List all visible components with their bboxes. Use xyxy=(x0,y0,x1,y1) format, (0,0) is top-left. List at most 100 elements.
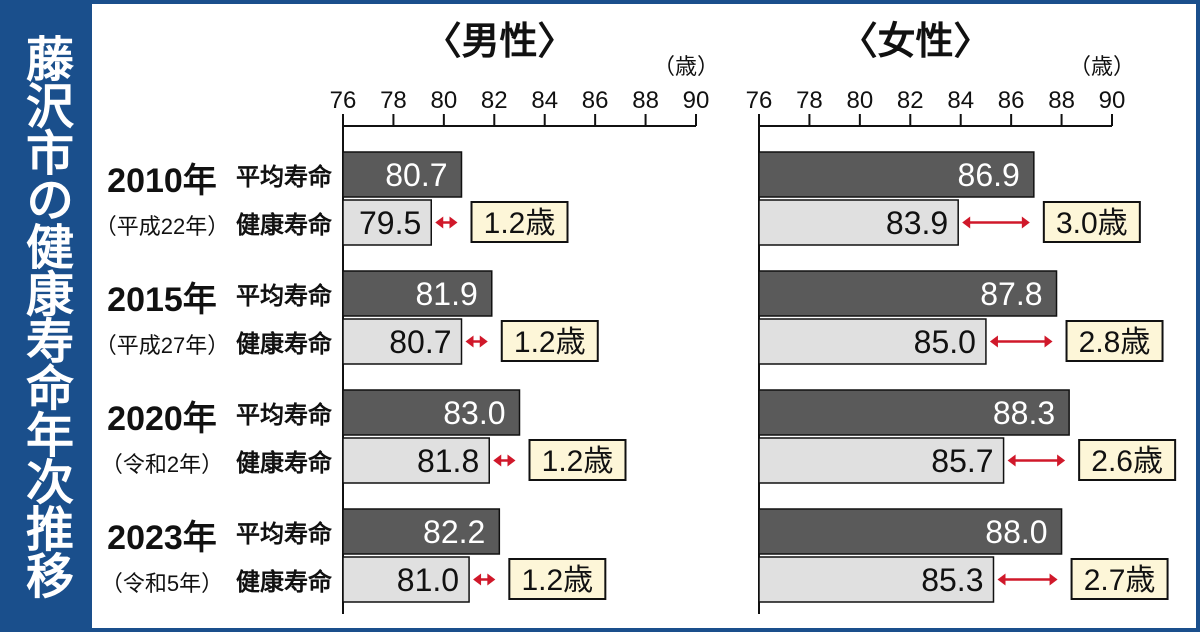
difference-box xyxy=(1078,439,1177,481)
x-tick-label: 82 xyxy=(897,87,924,114)
difference-value: 2.6歳 xyxy=(1091,445,1163,478)
bar-average xyxy=(758,389,1070,436)
difference-arrow-head-left xyxy=(962,216,971,229)
x-tick-label: 80 xyxy=(431,87,458,114)
bar-average xyxy=(342,151,463,198)
series-label-healthy: 健康寿命 xyxy=(236,211,333,239)
difference-value: 2.7歳 xyxy=(1084,564,1156,597)
series-label-healthy: 健康寿命 xyxy=(236,330,333,358)
x-tick-label: 84 xyxy=(531,87,558,114)
category-year-label: 2023年 xyxy=(107,519,217,557)
difference-box xyxy=(500,320,599,362)
x-tick-label: 90 xyxy=(1099,87,1126,114)
bar-healthy xyxy=(758,199,959,246)
difference-box xyxy=(1065,320,1164,362)
x-tick-label: 78 xyxy=(380,87,407,114)
category-year-label: 2015年 xyxy=(107,281,217,319)
series-label-average: 平均寿命 xyxy=(236,282,333,310)
difference-box xyxy=(528,439,627,481)
x-tick-label: 76 xyxy=(746,87,773,114)
bar-healthy xyxy=(342,556,470,603)
x-tick-label: 86 xyxy=(582,87,609,114)
bar-healthy xyxy=(758,556,995,603)
bar-healthy xyxy=(342,199,432,246)
difference-value: 3.0歳 xyxy=(1056,207,1128,240)
bar-average-value: 83.0 xyxy=(443,395,505,431)
bar-average-value: 88.3 xyxy=(993,395,1055,431)
difference-arrow-head-left xyxy=(1007,454,1016,467)
difference-box xyxy=(1042,201,1141,243)
difference-value: 2.8歳 xyxy=(1079,326,1151,359)
category-era-label: （平成22年） xyxy=(95,214,229,239)
bar-healthy xyxy=(342,318,463,365)
difference-value: 1.2歳 xyxy=(514,326,586,359)
difference-arrow-head-left xyxy=(473,573,482,586)
category-era-label: （令和5年） xyxy=(101,571,223,596)
x-tick-label: 80 xyxy=(847,87,874,114)
bar-average-value: 80.7 xyxy=(385,157,447,193)
bar-average-value: 87.8 xyxy=(980,276,1042,312)
difference-arrow-head-left xyxy=(435,216,444,229)
bar-healthy-value: 80.7 xyxy=(389,324,451,360)
chart-title-vertical: 藤沢市の健康寿命年次推移 xyxy=(0,0,90,632)
unit-label: （歳） xyxy=(653,54,719,79)
category-year-label: 2020年 xyxy=(107,400,217,438)
bar-average xyxy=(758,270,1058,317)
bar-healthy-value: 85.3 xyxy=(921,562,983,598)
x-tick-label: 78 xyxy=(796,87,823,114)
category-era-label: （令和2年） xyxy=(101,452,223,477)
bar-healthy-value: 81.8 xyxy=(417,443,479,479)
bar-average xyxy=(342,508,501,555)
difference-arrow-head-right xyxy=(487,573,496,586)
bar-healthy-value: 79.5 xyxy=(359,205,421,241)
x-tick-label: 88 xyxy=(632,87,659,114)
x-tick-label: 82 xyxy=(481,87,508,114)
difference-arrow-head-left xyxy=(997,573,1006,586)
panel-title: 〈女性〉 xyxy=(839,20,991,63)
series-label-healthy: 健康寿命 xyxy=(236,568,333,596)
bar-average-value: 88.0 xyxy=(985,514,1047,550)
bar-average xyxy=(342,270,493,317)
bar-healthy-value: 85.7 xyxy=(931,443,993,479)
category-era-label: （平成27年） xyxy=(95,333,229,358)
difference-arrow-head-right xyxy=(449,216,458,229)
bar-healthy-value: 85.0 xyxy=(914,324,976,360)
bar-healthy-value: 81.0 xyxy=(397,562,459,598)
bar-average-value: 86.9 xyxy=(958,157,1020,193)
x-tick-label: 84 xyxy=(947,87,974,114)
difference-box xyxy=(1070,558,1169,600)
difference-value: 1.2歳 xyxy=(484,207,556,240)
x-tick-label: 90 xyxy=(683,87,710,114)
bar-average xyxy=(758,151,1035,198)
bar-average xyxy=(342,389,521,436)
bar-average xyxy=(758,508,1063,555)
bar-average-value: 82.2 xyxy=(423,514,485,550)
bar-average-value: 81.9 xyxy=(415,276,477,312)
difference-arrow-head-right xyxy=(507,454,516,467)
series-label-average: 平均寿命 xyxy=(236,401,333,429)
x-tick-label: 86 xyxy=(998,87,1025,114)
series-label-average: 平均寿命 xyxy=(236,520,333,548)
bar-healthy-value: 83.9 xyxy=(886,205,948,241)
series-label-healthy: 健康寿命 xyxy=(236,449,333,477)
unit-label: （歳） xyxy=(1069,54,1135,79)
bar-healthy xyxy=(758,437,1005,484)
x-tick-label: 88 xyxy=(1048,87,1075,114)
difference-value: 1.2歳 xyxy=(542,445,614,478)
series-label-average: 平均寿命 xyxy=(236,163,333,191)
panel-title: 〈男性〉 xyxy=(423,21,575,63)
bar-healthy xyxy=(758,318,987,365)
difference-value: 1.2歳 xyxy=(521,564,593,597)
difference-arrow-head-right xyxy=(1044,335,1053,348)
difference-arrow-head-right xyxy=(1021,216,1030,229)
chart-title: 藤沢市の健康寿命年次推移 xyxy=(17,34,73,598)
difference-arrow-head-left xyxy=(493,454,502,467)
difference-arrow-head-left xyxy=(989,335,998,348)
chart-panel: 2010年 （平成22年） 平均寿命 健康寿命 2015年 （平成27年） 平均寿命 健康寿命… xyxy=(92,4,1196,628)
difference-box xyxy=(470,201,569,243)
difference-arrow-head-left xyxy=(465,335,474,348)
bar-healthy xyxy=(342,437,490,484)
x-tick-label: 76 xyxy=(330,87,357,114)
category-year-label: 2010年 xyxy=(107,162,217,200)
